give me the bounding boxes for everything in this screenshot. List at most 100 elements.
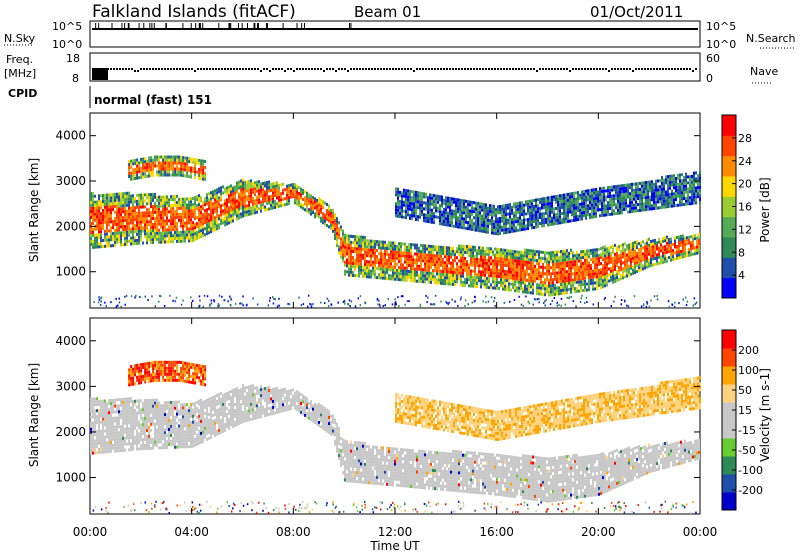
freq-point <box>104 68 106 70</box>
scatter-cell <box>394 277 396 281</box>
scatter-cell <box>498 263 500 266</box>
scatter-cell <box>617 202 619 206</box>
scatter-cell <box>242 181 244 185</box>
scatter-cell <box>414 246 416 250</box>
scatter-cell <box>565 214 567 218</box>
scatter-cell <box>573 197 575 201</box>
scatter-cell <box>462 247 464 251</box>
scatter-cell <box>578 265 580 269</box>
scatter-cell <box>132 177 135 181</box>
scatter-cell <box>164 219 166 223</box>
scatter-cell <box>356 256 358 260</box>
freq-point <box>206 68 208 70</box>
scatter-cell <box>535 225 537 229</box>
scatter-cell <box>400 257 402 261</box>
scatter-cell <box>497 226 499 230</box>
scatter-cell <box>574 260 576 264</box>
scatter-cell <box>246 186 248 190</box>
scatter-cell <box>638 242 640 246</box>
freq-point <box>563 68 565 70</box>
scatter-cell <box>366 239 368 243</box>
scatter-cell <box>482 267 484 271</box>
scatter-cell <box>436 281 438 285</box>
scatter-cell <box>599 196 601 200</box>
scatter-cell <box>210 212 212 216</box>
scatter-cell <box>402 269 404 273</box>
scatter-cell <box>114 231 116 235</box>
scatter-cell <box>612 244 614 248</box>
scatter-cell <box>486 249 488 253</box>
scatter-cell <box>104 235 106 239</box>
scatter-cell <box>670 237 672 241</box>
scatter-cell <box>100 236 102 240</box>
scatter-cell <box>322 221 324 225</box>
scatter-cell <box>684 251 686 255</box>
scatter-cell <box>158 204 160 208</box>
scatter-cell <box>98 224 100 228</box>
scatter-cell <box>466 278 468 282</box>
scatter-cell <box>378 243 380 247</box>
scatter-cell <box>432 251 434 255</box>
scatter-cell <box>384 264 386 268</box>
scatter-cell <box>194 161 197 165</box>
scatter-cell <box>523 221 525 225</box>
scatter-cell <box>366 251 368 255</box>
scatter-cell <box>152 214 154 217</box>
scatter-cell <box>152 196 154 199</box>
scatter-cell <box>424 277 426 281</box>
scatter-cell <box>432 245 434 249</box>
scatter-cell <box>252 181 254 185</box>
scatter-cell <box>672 255 674 259</box>
scatter-cell <box>589 192 591 195</box>
scatter-cell <box>364 257 366 260</box>
scatter-cell <box>90 192 92 195</box>
scatter-cell <box>648 261 650 265</box>
scatter-cell <box>593 194 595 198</box>
scatter-cell <box>664 260 666 264</box>
scatter-cell <box>226 207 228 211</box>
scatter-cell <box>200 211 202 215</box>
scatter-cell <box>613 194 615 198</box>
scatter-cell <box>600 256 602 260</box>
scatter-cell <box>382 258 384 262</box>
scatter-cell <box>370 239 372 243</box>
scatter-cell <box>408 264 410 267</box>
scatter-cell <box>470 248 472 252</box>
scatter-cell <box>596 272 598 276</box>
scatter-cell <box>110 211 112 215</box>
scatter-cell <box>114 195 116 199</box>
scatter-cell <box>460 277 462 281</box>
scatter-cell <box>374 251 376 255</box>
scatter-cell <box>537 216 539 220</box>
scatter-cell <box>370 275 372 279</box>
scatter-cell <box>554 256 556 260</box>
scatter-cell <box>601 186 603 190</box>
scatter-cell <box>531 205 533 209</box>
scatter-cell <box>98 233 100 237</box>
scatter-cell <box>138 220 140 224</box>
scatter-cell <box>587 195 589 199</box>
scatter-cell <box>90 237 92 240</box>
scatter-cell <box>491 222 493 226</box>
scatter-cell <box>164 225 166 229</box>
scatter-cell <box>170 240 172 244</box>
scatter-cell <box>154 195 156 199</box>
scatter-cell <box>478 264 480 268</box>
scatter-cell <box>396 274 398 278</box>
scatter-cell <box>100 221 102 225</box>
scatter-cell <box>609 200 611 204</box>
scatter-cell <box>436 272 438 276</box>
scatter-cell <box>578 277 580 281</box>
scatter-cell <box>583 202 585 205</box>
scatter-cell <box>606 277 608 281</box>
scatter-cell <box>564 252 566 256</box>
scatter-cell <box>589 213 591 216</box>
scatter-cell <box>632 256 634 260</box>
scatter-cell <box>523 212 525 216</box>
scatter-cell <box>611 197 613 201</box>
scatter-cell <box>450 246 452 250</box>
scatter-cell <box>218 196 220 200</box>
scatter-cell <box>94 245 96 249</box>
scatter-cell <box>614 276 616 280</box>
scatter-cell <box>505 216 507 219</box>
